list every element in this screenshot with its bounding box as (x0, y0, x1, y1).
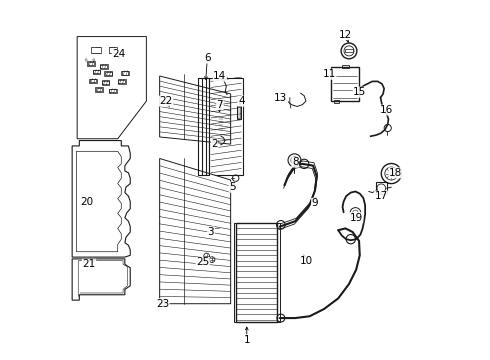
Text: 21: 21 (82, 259, 96, 269)
Bar (89, 78, 97, 83)
Bar (105, 72, 112, 75)
Bar (238, 107, 240, 118)
Text: 2: 2 (211, 139, 218, 149)
Polygon shape (160, 76, 231, 144)
Bar (100, 64, 108, 69)
Polygon shape (76, 151, 122, 252)
Bar (342, 64, 349, 68)
Polygon shape (77, 37, 147, 139)
Bar (219, 116, 223, 130)
Text: 22: 22 (159, 96, 173, 106)
Text: 24: 24 (112, 49, 125, 59)
Bar (102, 81, 109, 84)
Bar (376, 182, 387, 194)
Text: 14: 14 (213, 71, 226, 81)
Text: 19: 19 (349, 213, 363, 222)
Text: 11: 11 (322, 69, 336, 79)
Polygon shape (72, 259, 130, 300)
Bar (88, 62, 95, 65)
Text: 20: 20 (80, 197, 93, 207)
Text: 25: 25 (196, 257, 209, 267)
Text: 17: 17 (375, 191, 388, 201)
Bar (87, 61, 95, 66)
Bar (118, 79, 125, 84)
Text: 7: 7 (217, 100, 223, 110)
Bar (119, 80, 125, 83)
Bar (236, 223, 277, 321)
Bar (90, 79, 96, 82)
Text: 1: 1 (244, 334, 250, 345)
Polygon shape (160, 158, 231, 304)
Bar (91, 47, 101, 53)
Bar (104, 71, 112, 76)
Bar (101, 80, 109, 85)
Bar (344, 49, 353, 52)
Text: 13: 13 (274, 93, 288, 103)
Text: 8: 8 (292, 157, 298, 167)
Text: 6: 6 (204, 53, 211, 63)
Bar (109, 89, 116, 93)
Bar (95, 87, 103, 92)
Bar (237, 107, 241, 119)
Bar (234, 223, 236, 321)
Text: 16: 16 (380, 105, 393, 115)
Text: 15: 15 (353, 87, 367, 97)
Bar (277, 223, 280, 321)
Bar (93, 70, 100, 73)
Bar (109, 89, 117, 93)
Text: 12: 12 (339, 30, 352, 40)
Bar (209, 78, 243, 175)
Bar (331, 67, 359, 101)
Bar (122, 71, 129, 75)
Text: 9: 9 (312, 198, 318, 208)
Text: 4: 4 (238, 96, 245, 106)
Bar (334, 100, 339, 103)
Bar (122, 71, 128, 75)
Text: 10: 10 (299, 256, 313, 266)
Text: 5: 5 (229, 182, 236, 192)
Bar (96, 88, 102, 91)
Polygon shape (72, 140, 130, 257)
Text: 23: 23 (156, 299, 169, 309)
Text: 3: 3 (208, 227, 214, 237)
Text: 18: 18 (389, 168, 402, 178)
Bar (93, 69, 100, 74)
Bar (109, 47, 117, 53)
Bar (100, 65, 107, 68)
